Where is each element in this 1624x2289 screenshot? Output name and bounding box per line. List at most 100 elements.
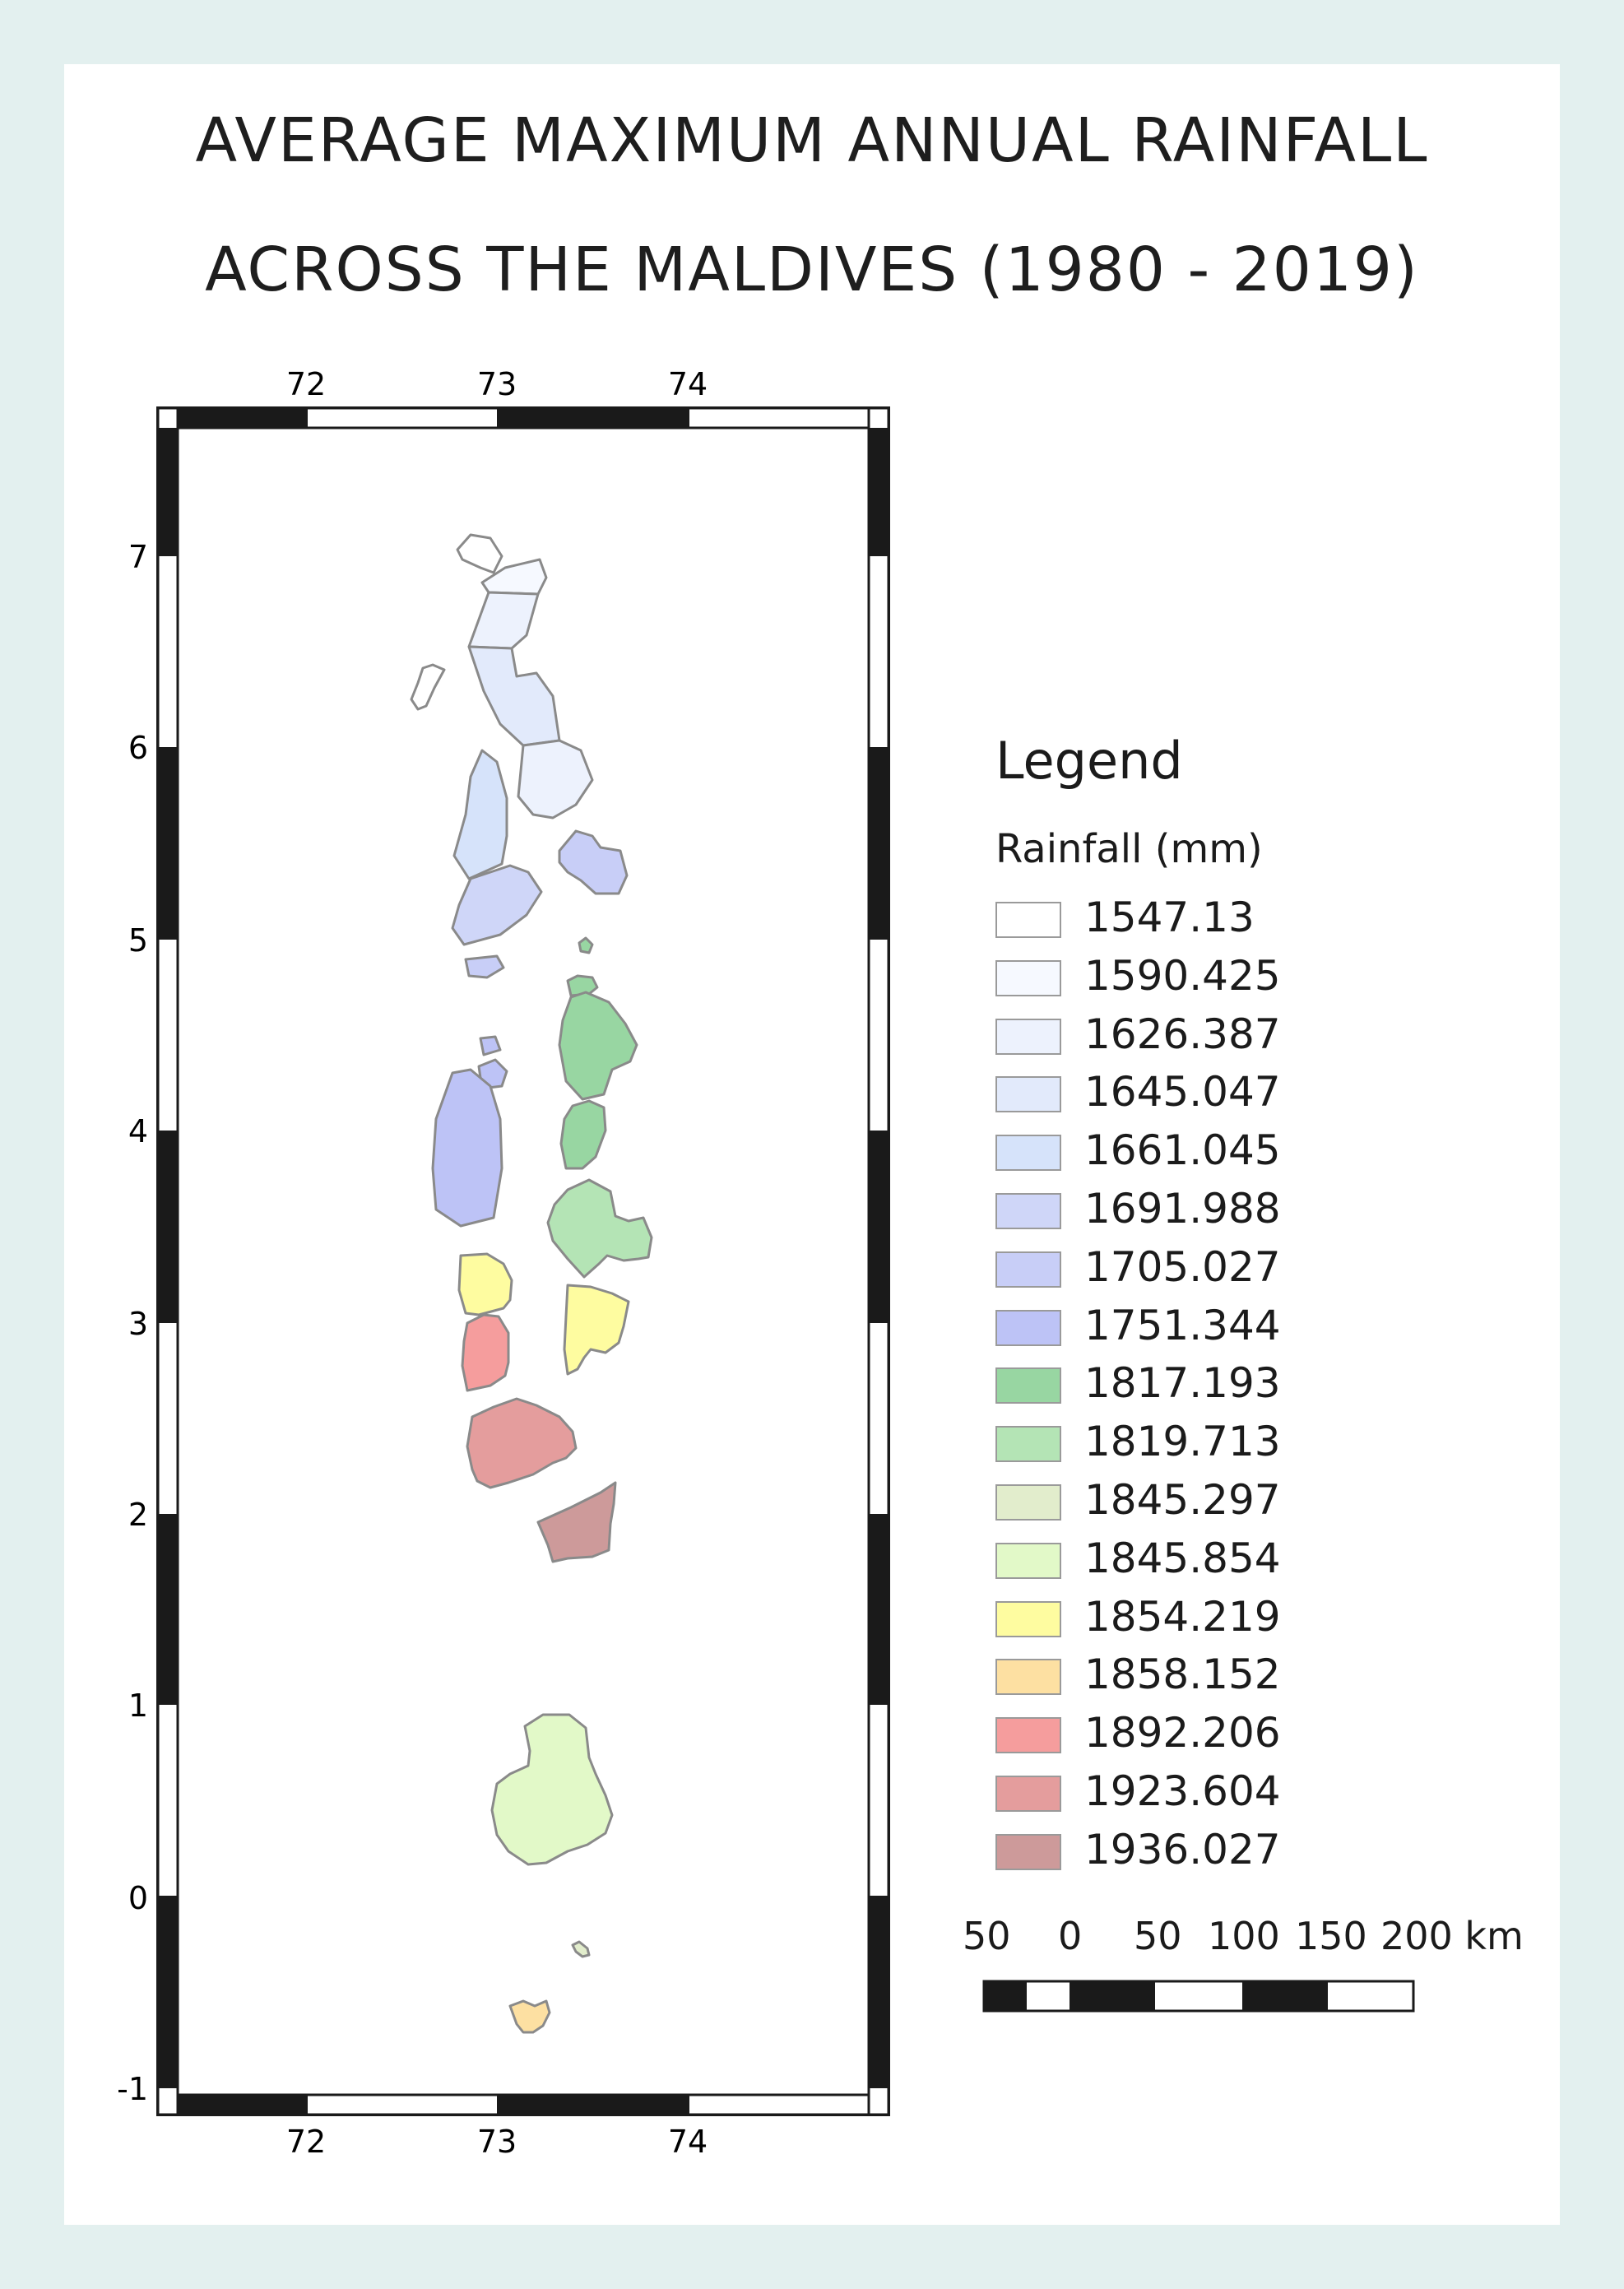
atoll-north-tip-1 [456,533,503,574]
atoll-yellow-west [457,1252,513,1316]
legend-label: 1923.604 [1084,1767,1281,1815]
left-tick-label: 2 [128,1497,148,1533]
scale-bar-label: 50 [1134,1914,1182,1958]
legend-swatch [995,1076,1061,1113]
atoll-east-3 [546,1178,653,1279]
scale-bar-label: 0 [1058,1914,1083,1958]
atoll-south-large [490,1713,614,1866]
atoll-islet-a [464,954,505,979]
atoll-islet-b [479,1035,502,1056]
legend-label: 1845.297 [1084,1476,1281,1524]
atoll-east-1 [558,829,629,895]
atoll-west-3 [431,1068,503,1228]
legend-label: 1645.047 [1084,1068,1281,1117]
scale-bar-segment [1242,1981,1328,2011]
left-tick-label: 4 [128,1113,148,1149]
atoll-red-1 [461,1313,510,1392]
frame-left-seg [158,1896,178,2088]
scale-bar-segment [1070,1981,1155,2011]
atoll-red-3 [536,1481,617,1563]
legend-swatch [995,1135,1061,1172]
legend-label: 1817.193 [1084,1359,1281,1408]
legend-swatch [995,1484,1061,1521]
left-tick-label: 3 [128,1306,148,1342]
legend-label: 1705.027 [1084,1242,1281,1291]
frame-right-seg [869,747,889,940]
legend-label: 1892.206 [1084,1709,1281,1757]
bottom-tick-label: 72 [286,2124,326,2160]
scale-bar-label: 100 [1208,1914,1280,1958]
legend-swatch [995,1309,1061,1346]
frame-bottom-seg [178,2095,308,2115]
legend-label: 1854.219 [1084,1592,1281,1641]
legend-label: 1845.854 [1084,1534,1281,1582]
atoll-west-2 [451,864,543,946]
frame-left-seg [158,428,178,556]
atoll-east-2 [559,1099,607,1170]
legend-label: 1590.425 [1084,951,1281,1000]
legend-swatch [995,902,1061,938]
legend-subtitle: Rainfall (mm) [995,826,1263,872]
atoll-islet-green-b [566,974,599,997]
frame-top-seg [178,408,308,428]
bottom-tick-label: 73 [477,2124,517,2160]
scale-bar-label: 200 km [1380,1914,1524,1958]
atoll-yellow-east [563,1284,630,1376]
atoll-red-2 [466,1397,578,1489]
legend-label: 1626.387 [1084,1010,1281,1058]
frame-left-seg [158,1514,178,1705]
legend-swatch [995,1542,1061,1579]
left-tick-label: 1 [128,1688,148,1724]
legend-label: 1751.344 [1084,1301,1281,1349]
frame-right-seg [869,1131,889,1323]
legend-label: 1547.13 [1084,894,1255,941]
legend-swatch [995,1600,1061,1637]
atoll-south-islet [571,1940,591,1958]
atoll-north-2 [467,591,540,650]
frame-left-seg [158,1131,178,1323]
legend-title: Legend [995,731,1183,791]
atoll-islet-green-a [578,936,594,954]
left-tick-label: 7 [128,539,148,575]
legend-swatch [995,1251,1061,1288]
legend-swatch [995,1833,1061,1870]
frame-left-seg [158,747,178,940]
legend-swatch [995,1776,1061,1812]
legend-label: 1936.027 [1084,1825,1281,1873]
legend-swatch [995,1367,1061,1405]
legend-label: 1858.152 [1084,1651,1281,1699]
scale-bar-label: 150 [1295,1914,1367,1958]
atoll-north-4 [517,739,594,819]
left-tick-label: 6 [128,730,148,766]
frame-right-seg [869,428,889,556]
frame-right-seg [869,1514,889,1705]
top-tick-label: 73 [477,366,517,402]
legend-swatch [995,959,1061,996]
atoll-northwest-islet [410,663,446,711]
frame-top-seg [497,408,689,428]
map-title-line-1: AVERAGE MAXIMUM ANNUAL RAINFALL [195,105,1429,176]
atoll-north-3 [467,645,561,747]
scale-bar [982,1980,1415,2013]
atoll-south-tip [508,1999,551,2034]
left-tick-label: 5 [128,922,148,959]
legend-swatch [995,1659,1061,1696]
frame-right-seg [869,1896,889,2088]
scale-bar-label: 50 [963,1914,1011,1958]
top-tick-label: 72 [286,366,326,402]
scale-bar-segment [984,1981,1027,2011]
legend-swatch [995,1018,1061,1055]
scale-bar-outline [982,1980,1415,2013]
legend-label: 1691.988 [1084,1185,1281,1233]
left-tick-label: -1 [117,2071,148,2107]
top-tick-label: 74 [668,366,708,402]
left-tick-label: 0 [128,1880,148,1916]
atoll-male [558,991,638,1101]
legend-swatch [995,1426,1061,1463]
legend-label: 1661.045 [1084,1126,1281,1175]
frame-bottom-seg [497,2095,689,2115]
legend-label: 1819.713 [1084,1418,1281,1466]
atoll-west-1 [452,749,508,880]
map-title-line-2: ACROSS THE MALDIVES (1980 - 2019) [205,234,1419,305]
